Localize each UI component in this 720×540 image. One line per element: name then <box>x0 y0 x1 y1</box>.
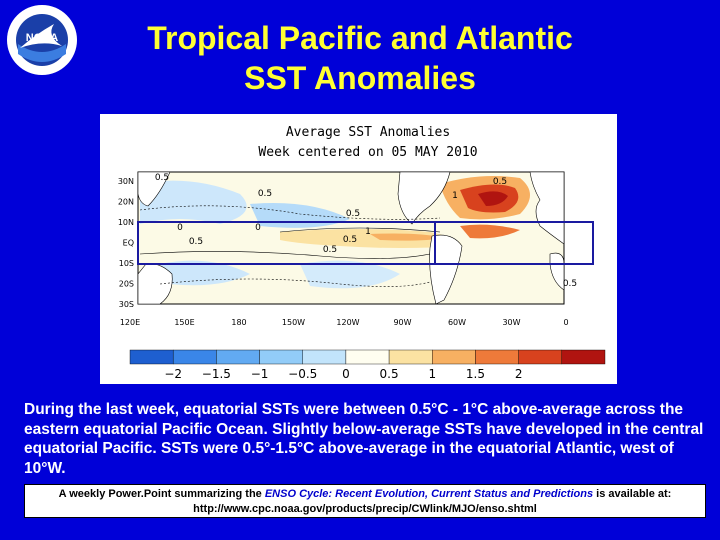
contour-label-10: 0.5 <box>493 177 507 187</box>
contour-label-9: 1 <box>365 227 371 237</box>
lat-label-5: 20S <box>119 280 134 289</box>
noaa-logo: NOAA <box>7 5 77 75</box>
lon-label-7: 30W <box>502 318 520 327</box>
colorbar-swatch-3 <box>259 349 303 365</box>
colorbar-swatch-9 <box>518 349 563 365</box>
contour-labels: 0.5 0.5 0.5 1 0 0.5 0 0.5 0.5 1 0.5 0.5 <box>155 173 577 289</box>
colorbar-label-1: −1.5 <box>202 367 231 381</box>
footer-prefix: A weekly Power.Point summarizing the <box>58 488 265 500</box>
colorbar-label-3: −0.5 <box>288 367 317 381</box>
lon-label-8: 0 <box>563 318 568 327</box>
colorbar-labels: −2 −1.5 −1 −0.5 0 0.5 1 1.5 2 <box>164 367 522 381</box>
lon-label-2: 180 <box>231 318 246 327</box>
latitude-labels: 30N 20N 10N EQ 10S 20S 30S <box>118 177 134 309</box>
footer-italic-title: ENSO Cycle: Recent Evolution, Current St… <box>264 488 594 500</box>
sst-anomaly-map: Average SST Anomalies Week centered on 0… <box>100 114 617 384</box>
contour-label-11: 0.5 <box>563 279 577 289</box>
colorbar-swatch-8 <box>475 349 519 365</box>
colorbar-label-4: 0 <box>342 367 350 381</box>
colorbar-swatch-10 <box>561 349 606 365</box>
map-title-line-2: Week centered on 05 MAY 2010 <box>258 145 477 160</box>
title-line-1: Tropical Pacific and Atlantic <box>147 20 573 56</box>
contour-label-0: 0.5 <box>155 173 169 183</box>
colorbar <box>129 349 606 365</box>
footer-box: A weekly Power.Point summarizing the ENS… <box>24 484 706 518</box>
lat-label-0: 30N <box>118 177 134 186</box>
colorbar-label-8: 2 <box>515 367 523 381</box>
colorbar-swatch-4 <box>302 349 347 365</box>
lon-label-5: 90W <box>393 318 411 327</box>
lat-label-2: 10N <box>118 218 134 227</box>
lon-label-3: 150W <box>282 318 305 327</box>
contour-label-3: 1 <box>452 191 458 201</box>
lon-label-0: 120E <box>120 318 140 327</box>
colorbar-swatch-0 <box>129 349 174 365</box>
lat-label-6: 30S <box>119 300 134 309</box>
contour-label-6: 0 <box>255 223 261 233</box>
colorbar-swatch-6 <box>388 349 433 365</box>
colorbar-swatch-2 <box>216 349 260 365</box>
footer-line-1: A weekly Power.Point summarizing the ENS… <box>25 487 705 502</box>
contour-label-4: 0 <box>177 223 183 233</box>
contour-label-1: 0.5 <box>258 189 272 199</box>
lon-label-1: 150E <box>174 318 194 327</box>
colorbar-label-7: 1.5 <box>466 367 485 381</box>
colorbar-label-0: −2 <box>164 367 182 381</box>
noaa-logo-text: NOAA <box>26 32 58 44</box>
lat-label-1: 20N <box>118 198 134 207</box>
longitude-labels: 120E 150E 180 150W 120W 90W 60W 30W 0 <box>120 318 569 327</box>
colorbar-swatch-5 <box>345 349 390 365</box>
colorbar-label-5: 0.5 <box>380 367 399 381</box>
footer-suffix: is available at: <box>593 488 672 500</box>
footer-url[interactable]: http://www.cpc.noaa.gov/products/precip/… <box>193 503 537 515</box>
contour-label-5: 0.5 <box>189 237 203 247</box>
lat-label-3: EQ <box>123 239 134 248</box>
lon-label-6: 60W <box>448 318 466 327</box>
map-title-line-1: Average SST Anomalies <box>286 125 450 140</box>
colorbar-swatch-1 <box>172 349 217 365</box>
contour-label-2: 0.5 <box>346 209 360 219</box>
slide-body-text: During the last week, equatorial SSTs we… <box>24 401 704 477</box>
contour-label-7: 0.5 <box>323 245 337 255</box>
lat-label-4: 10S <box>119 259 134 268</box>
title-line-2: SST Anomalies <box>244 60 476 96</box>
contour-label-8: 0.5 <box>343 235 357 245</box>
colorbar-label-2: −1 <box>251 367 269 381</box>
sst-map-svg: Average SST Anomalies Week centered on 0… <box>118 125 606 381</box>
colorbar-label-6: 1 <box>428 367 436 381</box>
lon-label-4: 120W <box>336 318 359 327</box>
slide-title: Tropical Pacific and Atlantic SST Anomal… <box>90 18 630 98</box>
colorbar-swatch-7 <box>432 349 476 365</box>
map-plot-area <box>137 171 594 305</box>
